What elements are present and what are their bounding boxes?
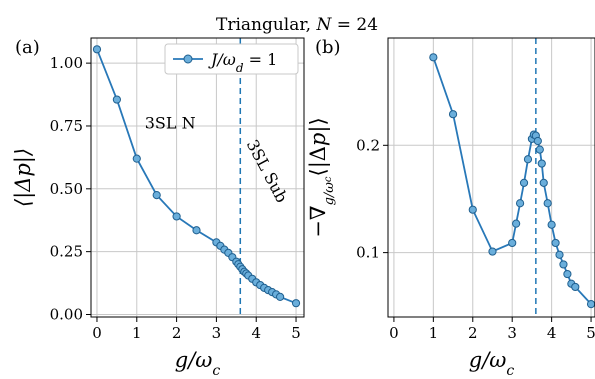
legend: J/ωd = 1 — [164, 43, 299, 75]
panel-a-label: (a) — [15, 37, 40, 58]
panel-a: (a) 3SL N 3SL Sub 0 1 2 3 4 5 0.00 0.25 0.50 0.75 1… — [11, 37, 305, 379]
x-tick-label: 3 — [212, 324, 222, 342]
data-point — [537, 159, 546, 168]
panel-a-xlabel: g/ωc — [175, 348, 221, 379]
y-tick-label: 0.1 — [356, 244, 380, 262]
x-tick-label: 5 — [586, 324, 595, 342]
data-point — [533, 136, 542, 146]
figure-title: Triangular, N = 24 — [216, 15, 378, 35]
y-tick-label: 1.00 — [50, 54, 83, 72]
data-point — [488, 247, 497, 256]
y-tick-label: 0.2 — [356, 136, 380, 154]
panel-a-ylabel: ⟨|Δp|⟩ — [11, 148, 36, 207]
panel-b-label: (b) — [315, 37, 341, 58]
y-tick-label: 0.75 — [50, 117, 83, 135]
x-tick-label: 1 — [429, 324, 439, 342]
data-point — [535, 145, 544, 154]
data-point — [555, 250, 564, 259]
data-point — [571, 282, 580, 292]
data-point — [192, 226, 201, 235]
data-point — [172, 212, 181, 221]
data-point — [523, 155, 533, 164]
data-point — [112, 95, 121, 104]
y-tick-label: 0.00 — [50, 305, 83, 323]
data-point — [132, 154, 141, 163]
data-point — [539, 178, 548, 187]
data-point — [519, 178, 529, 187]
data-point — [448, 110, 458, 119]
data-point — [563, 269, 572, 279]
x-tick-label: 2 — [468, 324, 478, 342]
data-point — [92, 45, 102, 54]
panel-a-series — [92, 45, 301, 308]
data-point — [429, 53, 438, 62]
x-tick-label: 2 — [172, 324, 182, 342]
panel-b: (b) 0 1 2 3 4 5 0.1 0.2 g/ωc −∇g/ωc⟨|Δp|⟩ — [306, 37, 595, 379]
data-point — [276, 292, 285, 301]
data-point — [547, 220, 556, 229]
data-point — [512, 219, 521, 228]
data-point — [508, 238, 517, 248]
panel-b-frame — [387, 37, 595, 318]
panel-a-frame — [90, 37, 305, 318]
panel-a-annotations: 3SL N 3SL Sub — [145, 113, 292, 205]
x-tick-label: 0 — [92, 324, 102, 342]
data-point — [291, 299, 301, 308]
legend-box — [164, 43, 299, 75]
data-point — [152, 190, 161, 200]
panel-b-ylabel: −∇g/ωc⟨|Δp|⟩ — [306, 117, 337, 237]
x-tick-label: 5 — [291, 324, 301, 342]
x-tick-label: 4 — [251, 324, 261, 342]
data-point — [468, 205, 477, 214]
annotation-label: 3SL Sub — [243, 137, 292, 206]
panel-a-grid — [91, 38, 304, 317]
panel-b-xlabel: g/ωc — [469, 348, 515, 379]
x-tick-label: 4 — [547, 324, 557, 342]
legend-marker — [183, 54, 193, 64]
x-tick-label: 1 — [132, 324, 142, 342]
data-point — [515, 199, 525, 208]
x-tick-label: 3 — [507, 324, 517, 342]
data-point — [559, 260, 568, 269]
y-tick-label: 0.50 — [50, 180, 83, 198]
data-point — [543, 199, 552, 208]
panel-a-ticks: 0 1 2 3 4 5 0.00 0.25 0.50 0.75 1.00 — [50, 54, 301, 342]
x-tick-label: 0 — [389, 324, 399, 342]
panel-b-series — [429, 53, 595, 309]
y-tick-label: 0.25 — [50, 243, 83, 261]
data-point — [551, 238, 560, 248]
annotation-label: 3SL N — [145, 113, 196, 132]
panel-b-ticks: 0 1 2 3 4 5 0.1 0.2 — [356, 136, 595, 342]
data-point — [586, 300, 595, 309]
